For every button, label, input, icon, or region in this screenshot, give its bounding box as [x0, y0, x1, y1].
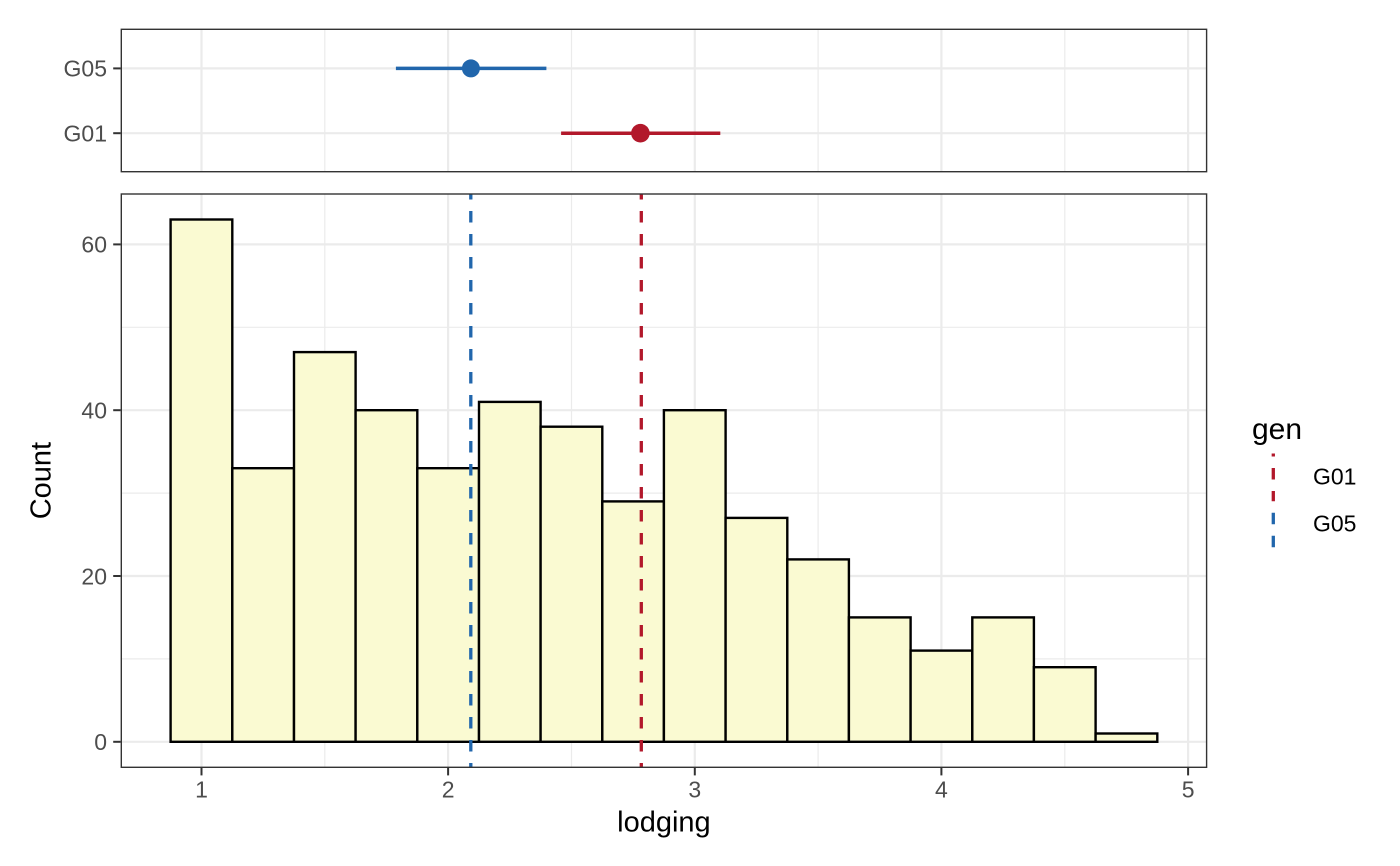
svg-text:0: 0: [94, 729, 107, 755]
svg-text:G05: G05: [64, 56, 107, 82]
svg-text:5: 5: [1182, 776, 1195, 802]
svg-text:20: 20: [81, 563, 107, 589]
svg-text:1: 1: [195, 776, 208, 802]
svg-text:gen: gen: [1252, 413, 1302, 446]
svg-text:60: 60: [81, 232, 107, 258]
svg-text:G01: G01: [64, 120, 107, 146]
svg-text:Count: Count: [25, 442, 57, 519]
svg-text:3: 3: [688, 776, 701, 802]
svg-text:2: 2: [442, 776, 455, 802]
svg-text:lodging: lodging: [617, 806, 711, 838]
svg-text:40: 40: [81, 398, 107, 424]
svg-text:G05: G05: [1313, 511, 1356, 537]
svg-text:G01: G01: [1313, 464, 1356, 490]
svg-text:4: 4: [935, 776, 948, 802]
